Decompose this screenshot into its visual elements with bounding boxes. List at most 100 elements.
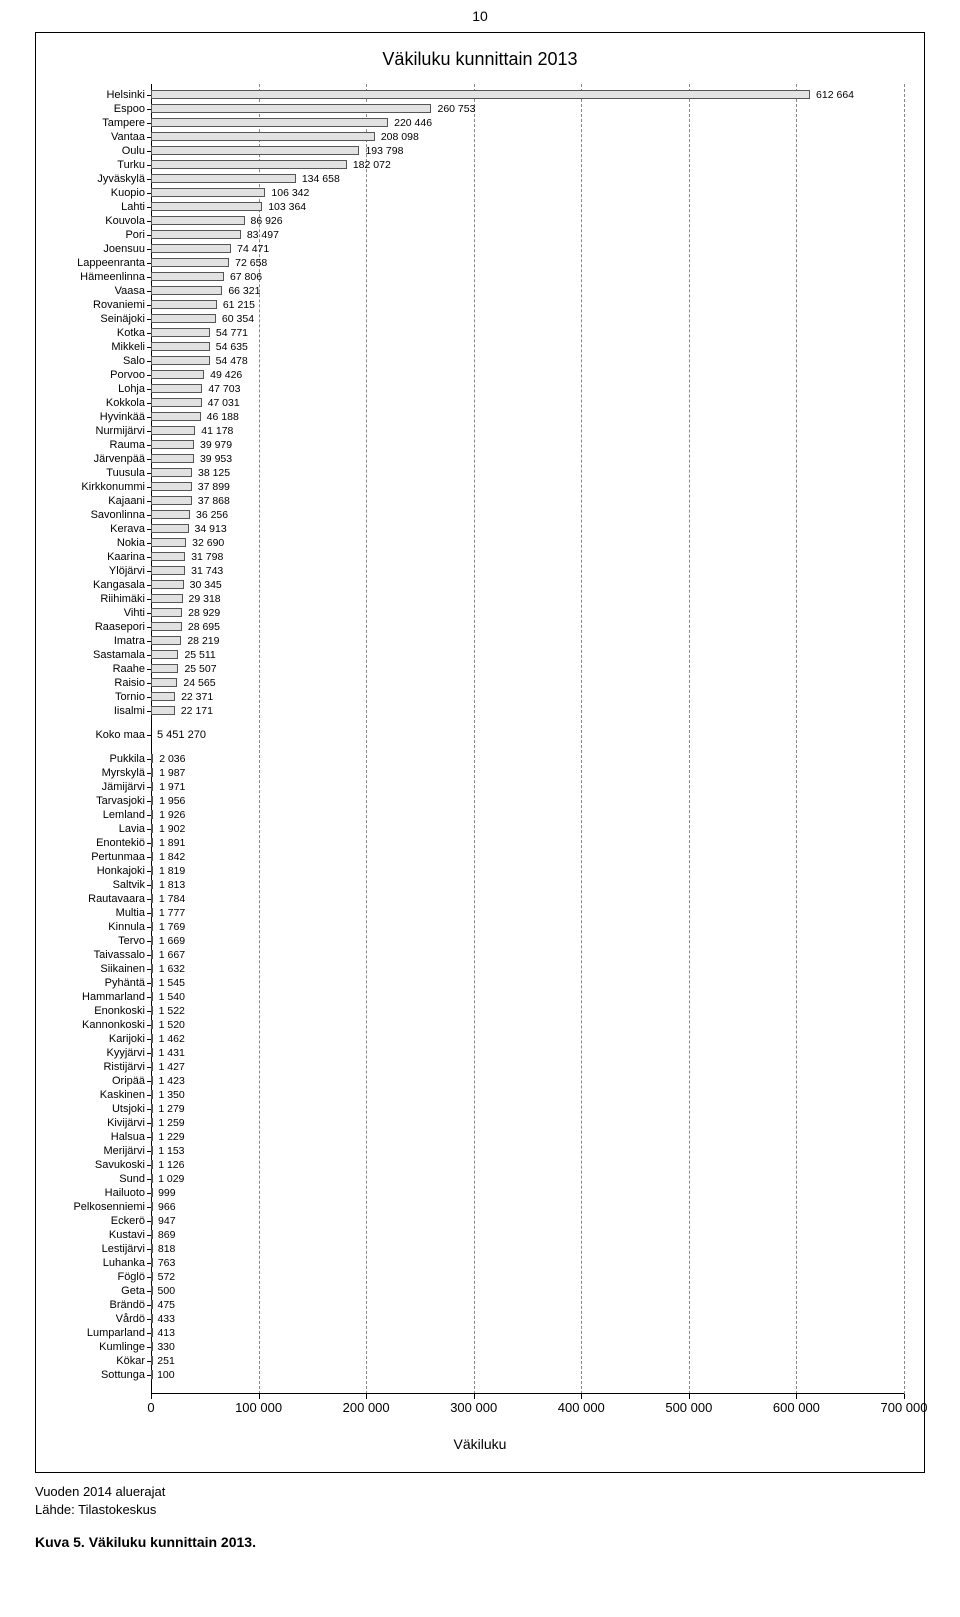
row-label: Kajaani	[45, 494, 151, 508]
value-label: 947	[158, 1214, 176, 1228]
bar	[151, 1034, 153, 1043]
bar	[151, 866, 153, 875]
bar	[151, 594, 183, 603]
value-label: 31 743	[191, 564, 223, 578]
gridline	[904, 84, 905, 1394]
row-label: Koko maa	[45, 728, 151, 742]
bar	[151, 1132, 153, 1141]
row-label: Riihimäki	[45, 592, 151, 606]
row-label: Lahti	[45, 200, 151, 214]
row-label: Savonlinna	[45, 508, 151, 522]
value-label: 66 321	[228, 284, 260, 298]
row-label: Rautavaara	[45, 892, 151, 906]
row-label: Oulu	[45, 144, 151, 158]
row-label: Geta	[45, 1284, 151, 1298]
bar	[151, 118, 388, 127]
bar	[151, 160, 347, 169]
row-label: Tervo	[45, 934, 151, 948]
table-row: Enontekiö1 891	[151, 836, 904, 850]
row-label: Kouvola	[45, 214, 151, 228]
table-row: Vårdö433	[151, 1312, 904, 1326]
table-row: Nurmijärvi41 178	[151, 424, 904, 438]
row-label: Ylöjärvi	[45, 564, 151, 578]
value-label: 220 446	[394, 116, 432, 130]
value-label: 100	[157, 1368, 175, 1382]
chart-footer: Vuoden 2014 aluerajat Lähde: Tilastokesk…	[35, 1483, 925, 1518]
table-row: Halsua1 229	[151, 1130, 904, 1144]
value-label: 1 462	[159, 1032, 185, 1046]
row-label: Föglö	[45, 1270, 151, 1284]
row-label: Kotka	[45, 326, 151, 340]
bar	[151, 1146, 153, 1155]
value-label: 28 929	[188, 606, 220, 620]
value-label: 72 658	[235, 256, 267, 270]
value-label: 966	[158, 1200, 176, 1214]
value-label: 39 953	[200, 452, 232, 466]
value-label: 1 784	[159, 892, 185, 906]
bar	[151, 468, 192, 477]
bar	[151, 1216, 153, 1225]
row-label: Hammarland	[45, 990, 151, 1004]
xtick-label: 200 000	[343, 1400, 390, 1415]
table-row: Pukkila2 036	[151, 752, 904, 766]
bar	[151, 1244, 153, 1253]
row-label: Lavia	[45, 822, 151, 836]
value-label: 1 545	[159, 976, 185, 990]
bar	[151, 782, 153, 791]
value-label: 572	[158, 1270, 176, 1284]
bar	[151, 566, 185, 575]
row-label: Savukoski	[45, 1158, 151, 1172]
value-label: 54 478	[216, 354, 248, 368]
table-row: Kotka54 771	[151, 326, 904, 340]
chart-title: Väkiluku kunnittain 2013	[46, 49, 914, 70]
table-row: Kökar251	[151, 1354, 904, 1368]
value-label: 36 256	[196, 508, 228, 522]
bar	[151, 1104, 153, 1113]
row-label: Kivijärvi	[45, 1116, 151, 1130]
value-label: 30 345	[190, 578, 222, 592]
bar	[151, 1160, 153, 1169]
row-label: Halsua	[45, 1130, 151, 1144]
plot-area: Helsinki612 664Espoo260 753Tampere220 44…	[151, 84, 904, 1394]
row-label: Raasepori	[45, 620, 151, 634]
bar	[151, 1314, 153, 1323]
value-label: 25 507	[184, 662, 216, 676]
value-label: 1 813	[159, 878, 185, 892]
table-row: Eckerö947	[151, 1214, 904, 1228]
bar	[151, 328, 210, 337]
bar	[151, 314, 216, 323]
bar	[151, 838, 153, 847]
bar	[151, 1006, 153, 1015]
value-label: 251	[157, 1354, 175, 1368]
bar	[151, 258, 229, 267]
row-label: Vihti	[45, 606, 151, 620]
row-label: Raisio	[45, 676, 151, 690]
value-label: 24 565	[183, 676, 215, 690]
table-row: Brändö475	[151, 1298, 904, 1312]
row-label: Enontekiö	[45, 836, 151, 850]
bar	[151, 230, 241, 239]
bar	[151, 580, 184, 589]
row-label: Mikkeli	[45, 340, 151, 354]
value-label: 37 868	[198, 494, 230, 508]
bar	[151, 1090, 153, 1099]
table-row: Enonkoski1 522	[151, 1004, 904, 1018]
bar	[151, 992, 153, 1001]
bar	[151, 90, 810, 99]
bar	[151, 524, 189, 533]
value-label: 47 031	[208, 396, 240, 410]
bar	[151, 664, 178, 673]
row-label: Karijoki	[45, 1032, 151, 1046]
table-row: Taivassalo1 667	[151, 948, 904, 962]
value-label: 5 451 270	[157, 728, 206, 742]
bar	[151, 1258, 153, 1267]
bar	[151, 964, 153, 973]
value-label: 31 798	[191, 550, 223, 564]
value-label: 1 431	[159, 1046, 185, 1060]
value-label: 1 667	[159, 948, 185, 962]
table-row: Kokkola47 031	[151, 396, 904, 410]
plot: Helsinki612 664Espoo260 753Tampere220 44…	[151, 84, 904, 1434]
table-row: Rovaniemi61 215	[151, 298, 904, 312]
row-label: Tampere	[45, 116, 151, 130]
value-label: 67 806	[230, 270, 262, 284]
